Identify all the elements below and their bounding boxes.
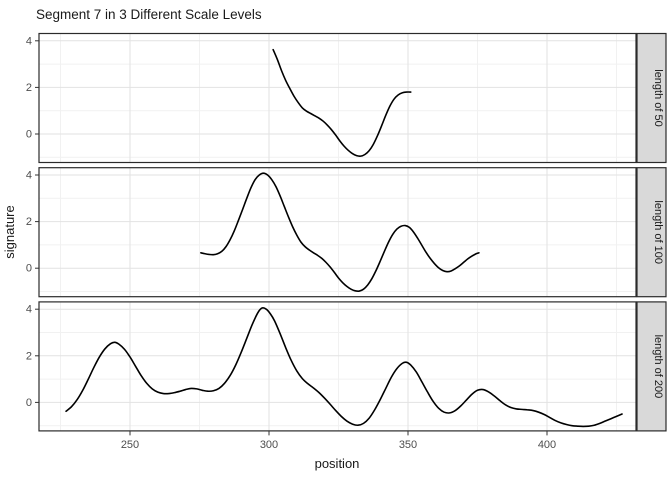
x-axis: 250 300 350 400 [121,430,556,451]
signature-curve [272,48,412,158]
facet-panel-length-of-100: 0 2 4 length of 100 [26,167,667,298]
y-tick-label: 2 [26,216,32,228]
y-tick-label: 2 [26,82,32,94]
facet-strip [636,167,667,298]
signature-curve [65,307,623,428]
signature-curve [200,172,480,292]
facet-panel-length-of-200: 0 2 4 length of 200 [26,301,667,432]
y-axis-label: signature [2,205,17,258]
x-tick-label: 300 [260,439,278,451]
facet-strip [636,301,667,432]
y-tick-label: 4 [26,304,32,316]
x-tick-label: 350 [399,439,417,451]
panel-border [38,32,637,164]
x-axis-label: position [315,456,360,471]
panel-background [39,167,636,297]
panel-border [38,301,637,432]
facet-strip-label: length of 100 [652,200,664,264]
y-tick-label: 0 [26,129,32,141]
y-tick-label: 2 [26,350,32,362]
panel-background [39,301,636,431]
y-tick-label: 0 [26,397,32,409]
facet-panel-length-of-50: 0 2 4 length of 50 [26,32,667,164]
panel-border [38,167,637,298]
facet-strip-label: length of 200 [652,335,664,399]
panel-background [39,33,636,163]
x-tick-label: 400 [538,439,556,451]
chart-title: Segment 7 in 3 Different Scale Levels [36,7,262,22]
facet-strip [636,32,667,164]
y-tick-label: 4 [26,170,32,182]
facet-panels: 0 2 4 length of 50 0 2 4 length of 100 0 2 4 length… [26,32,667,432]
x-tick-label: 250 [121,439,139,451]
y-tick-label: 0 [26,263,32,275]
y-tick-label: 4 [26,35,32,47]
facet-strip-label: length of 50 [652,69,664,127]
